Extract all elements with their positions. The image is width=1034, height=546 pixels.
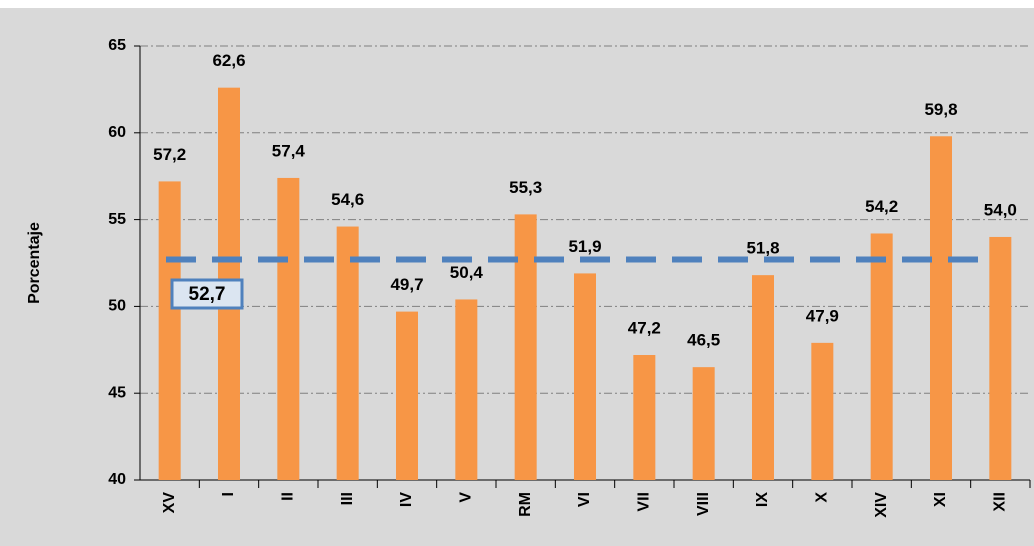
reference-label-box — [170, 278, 244, 310]
x-tick-label: IX — [754, 492, 771, 507]
x-tick-label: X — [814, 492, 831, 503]
bar — [574, 273, 596, 480]
x-tick-label: VIII — [695, 492, 712, 516]
value-label: 54,2 — [865, 197, 898, 216]
y-tick-label: 50 — [108, 298, 126, 315]
value-label: 55,3 — [509, 178, 542, 197]
x-tick-label: IV — [398, 492, 415, 507]
value-label: 49,7 — [390, 275, 423, 294]
value-label: 54,0 — [984, 200, 1017, 219]
x-tick-label: VI — [576, 492, 593, 507]
value-label: 50,4 — [450, 263, 484, 282]
x-tick-label: XI — [932, 492, 949, 507]
y-tick-label: 45 — [108, 384, 126, 401]
y-tick-label: 40 — [108, 471, 126, 488]
bar — [277, 177, 300, 480]
x-tick-label: XII — [992, 492, 1009, 512]
x-tick-label: XIV — [873, 492, 890, 518]
value-label: 54,6 — [331, 190, 364, 209]
x-tick-label: VII — [636, 492, 653, 512]
x-tick-label: III — [339, 492, 356, 505]
bar — [514, 214, 537, 480]
value-label: 62,6 — [212, 51, 245, 70]
x-tick-label: RM — [517, 492, 534, 517]
x-tick-label: II — [280, 492, 297, 501]
x-tick-label: XV — [161, 492, 178, 514]
bar — [336, 226, 359, 480]
value-label: 51,8 — [746, 239, 779, 258]
x-tick-label: I — [220, 492, 237, 496]
value-label: 51,9 — [568, 237, 601, 256]
value-label: 46,5 — [687, 331, 720, 350]
y-axis-title: Porcentaje — [26, 222, 43, 304]
bar — [752, 275, 774, 480]
bar — [930, 136, 952, 480]
value-label: 59,8 — [924, 100, 957, 119]
value-label: 47,9 — [806, 306, 839, 325]
value-label: 47,2 — [628, 318, 661, 337]
bar — [633, 355, 656, 480]
reference-label: 52,7 — [189, 284, 226, 305]
y-tick-label: 65 — [108, 37, 126, 54]
y-tick-label: 60 — [108, 124, 126, 141]
bar — [870, 233, 893, 480]
y-tick-label: 55 — [108, 211, 126, 228]
bar — [692, 367, 715, 480]
bar — [455, 299, 478, 480]
bar — [396, 311, 418, 480]
value-label: 57,2 — [153, 145, 186, 164]
bar — [158, 181, 181, 480]
value-label: 57,4 — [272, 141, 306, 160]
bar — [811, 342, 834, 480]
x-tick-label: V — [458, 492, 475, 503]
bar — [989, 236, 1012, 480]
